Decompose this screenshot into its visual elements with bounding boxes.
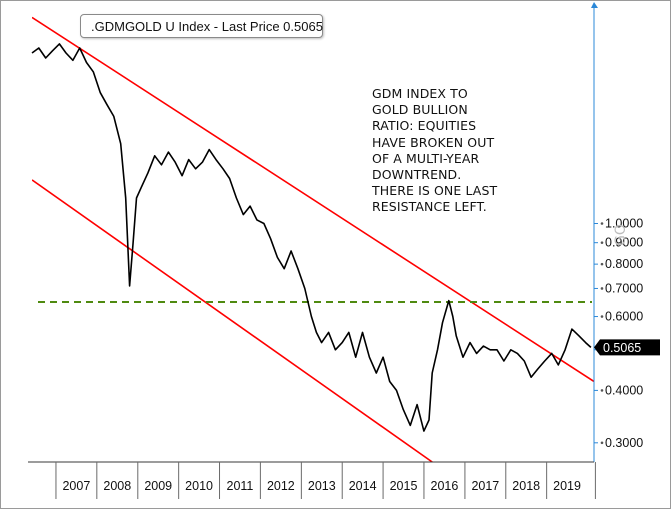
y-tick-label: 0.8000 bbox=[605, 257, 643, 271]
y-tick-dot bbox=[600, 262, 604, 266]
y-tick-dot bbox=[600, 315, 604, 318]
y-tick-dot bbox=[600, 222, 604, 225]
y-tick-label: 0.4000 bbox=[605, 383, 643, 397]
y-axis-title: GO bbox=[613, 224, 629, 246]
x-tick-label: 2015 bbox=[390, 479, 418, 493]
y-tick-label: 1.0000 bbox=[605, 216, 643, 230]
y-tick-dot bbox=[600, 389, 604, 392]
y-tick-label: 0.3000 bbox=[605, 436, 643, 450]
last-price-label: 0.5065 bbox=[603, 341, 641, 355]
y-tick-label: 0.6000 bbox=[605, 310, 643, 324]
x-tick-label: 2011 bbox=[227, 479, 254, 493]
x-tick-label: 2013 bbox=[308, 479, 336, 493]
x-tick-label: 2016 bbox=[431, 479, 459, 493]
chart-annotation: GDM INDEX TO GOLD BULLION RATIO: EQUITIE… bbox=[372, 86, 498, 215]
x-tick-label: 2008 bbox=[103, 479, 131, 493]
x-tick-label: 2018 bbox=[512, 479, 540, 493]
x-tick-label: 2012 bbox=[267, 479, 295, 493]
x-tick-label: 2010 bbox=[185, 479, 213, 493]
chart-legend: .GDMGOLD U Index - Last Price 0.5065 bbox=[80, 14, 323, 38]
y-tick-dot bbox=[600, 241, 604, 244]
y-axis-arrow-icon bbox=[591, 2, 598, 8]
y-tick-dot bbox=[600, 287, 604, 290]
y-tick-label: 0.7000 bbox=[605, 281, 643, 295]
y-tick-label: 0.9000 bbox=[605, 236, 643, 250]
last-price-tag bbox=[594, 339, 660, 356]
x-tick-label: 2019 bbox=[553, 479, 581, 493]
x-tick-label: 2007 bbox=[62, 479, 90, 493]
lower-channel-line bbox=[32, 179, 433, 462]
x-tick-label: 2009 bbox=[144, 479, 172, 493]
y-tick-dot bbox=[600, 441, 604, 445]
x-tick-label: 2017 bbox=[471, 479, 499, 493]
legend-label: .GDMGOLD U Index - Last Price 0.5065 bbox=[91, 18, 323, 34]
x-tick-label: 2014 bbox=[349, 479, 377, 493]
price-series-line bbox=[31, 43, 592, 432]
upper-channel-line bbox=[32, 16, 594, 383]
